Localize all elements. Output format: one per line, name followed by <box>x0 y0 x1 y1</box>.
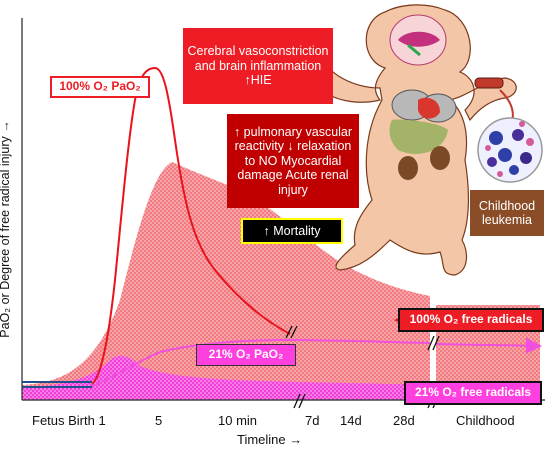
curve-21-pao2-continued <box>435 337 542 354</box>
x-tick-7d: 7d <box>305 413 320 428</box>
x-tick-5: 5 <box>155 413 163 428</box>
x-axis-label: Timeline → <box>237 432 303 447</box>
curve-break-2 <box>427 335 440 351</box>
y-axis-label: PaO₂ or Degree of free radical injury → <box>0 120 12 338</box>
label-21-free-radicals: 21% O₂ free radicals <box>404 381 542 405</box>
x-tick-fetus-birth-1: Fetus Birth 1 <box>32 413 106 428</box>
pulmonary-effects-box: ↑ pulmonary vascular reactivity ↓ relaxa… <box>227 114 359 208</box>
label-100-free-radicals: 100% O₂ free radicals <box>398 308 544 332</box>
label-100-pao2: 100% O₂ PaO₂ <box>50 76 150 98</box>
leukemia-box: Childhood leukemia <box>470 190 544 236</box>
cerebral-effects-box: Cerebral vasoconstriction and brain infl… <box>183 28 333 104</box>
x-tick-28d: 28d <box>393 413 415 428</box>
curve-21-pao2 <box>91 338 431 387</box>
blood-cells-icon <box>477 117 543 183</box>
area-21-free-radicals <box>22 355 430 400</box>
infant-organs-icon <box>302 4 517 276</box>
x-tick-14d: 14d <box>340 413 362 428</box>
x-tick-childhood: Childhood <box>456 413 515 428</box>
curve-100-pao2 <box>91 66 291 385</box>
mortality-box: ↑ Mortality <box>241 218 343 244</box>
x-tick-10-min: 10 min <box>218 413 258 428</box>
label-21-pao2: 21% O₂ PaO₂ <box>196 344 296 366</box>
axis-break-1 <box>293 393 306 409</box>
curve-break-1 <box>285 325 298 339</box>
